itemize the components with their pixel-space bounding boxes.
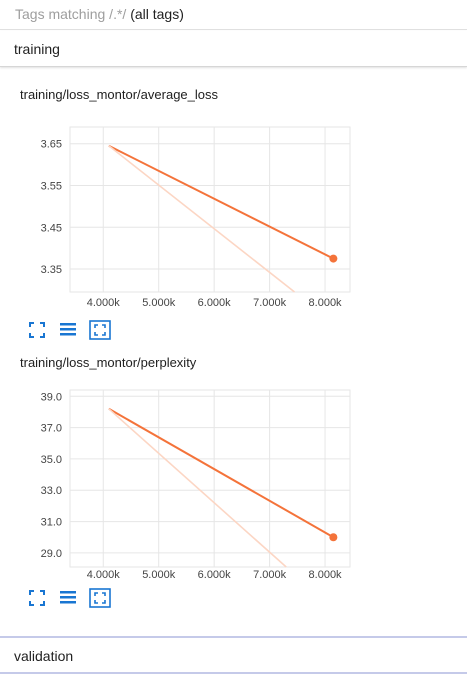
series-line (108, 144, 334, 260)
series-end-point (329, 254, 338, 263)
plot-area (69, 126, 351, 293)
y-tick-label: 3.45 (41, 222, 62, 234)
x-tick-label: 7.000k (253, 297, 287, 309)
series-line-raw (108, 145, 296, 293)
category-header-training[interactable]: training (0, 31, 467, 67)
category-header-validation[interactable]: validation (0, 636, 467, 674)
chart-title: training/loss_montor/perplexity (20, 355, 197, 370)
x-tick-label: 4.000k (87, 297, 121, 309)
y-tick-label: 3.35 (41, 264, 62, 276)
x-tick-label: 5.000k (142, 297, 176, 309)
tag-filter-row[interactable]: Tags matching /.*/ (all tags) (0, 0, 467, 30)
fit-domain-icon[interactable] (89, 588, 111, 608)
fullscreen-icon[interactable] (27, 320, 47, 340)
chart-title: training/loss_montor/average_loss (20, 87, 218, 102)
category-title: training (14, 41, 60, 57)
fit-domain-icon[interactable] (89, 320, 111, 340)
data-list-icon[interactable] (58, 320, 78, 340)
category-title: validation (14, 648, 74, 664)
grid (69, 126, 351, 293)
fullscreen-icon[interactable] (27, 588, 47, 608)
y-tick-label: 3.55 (41, 180, 62, 192)
x-tick-label: 8.000k (309, 297, 343, 309)
data-list-icon[interactable] (58, 588, 78, 608)
x-tick-label: 6.000k (198, 297, 232, 309)
y-tick-label: 3.65 (41, 139, 62, 151)
tag-filter-text: Tags matching /.*/ (all tags) (15, 6, 184, 22)
all-tags-label: (all tags) (130, 6, 184, 22)
